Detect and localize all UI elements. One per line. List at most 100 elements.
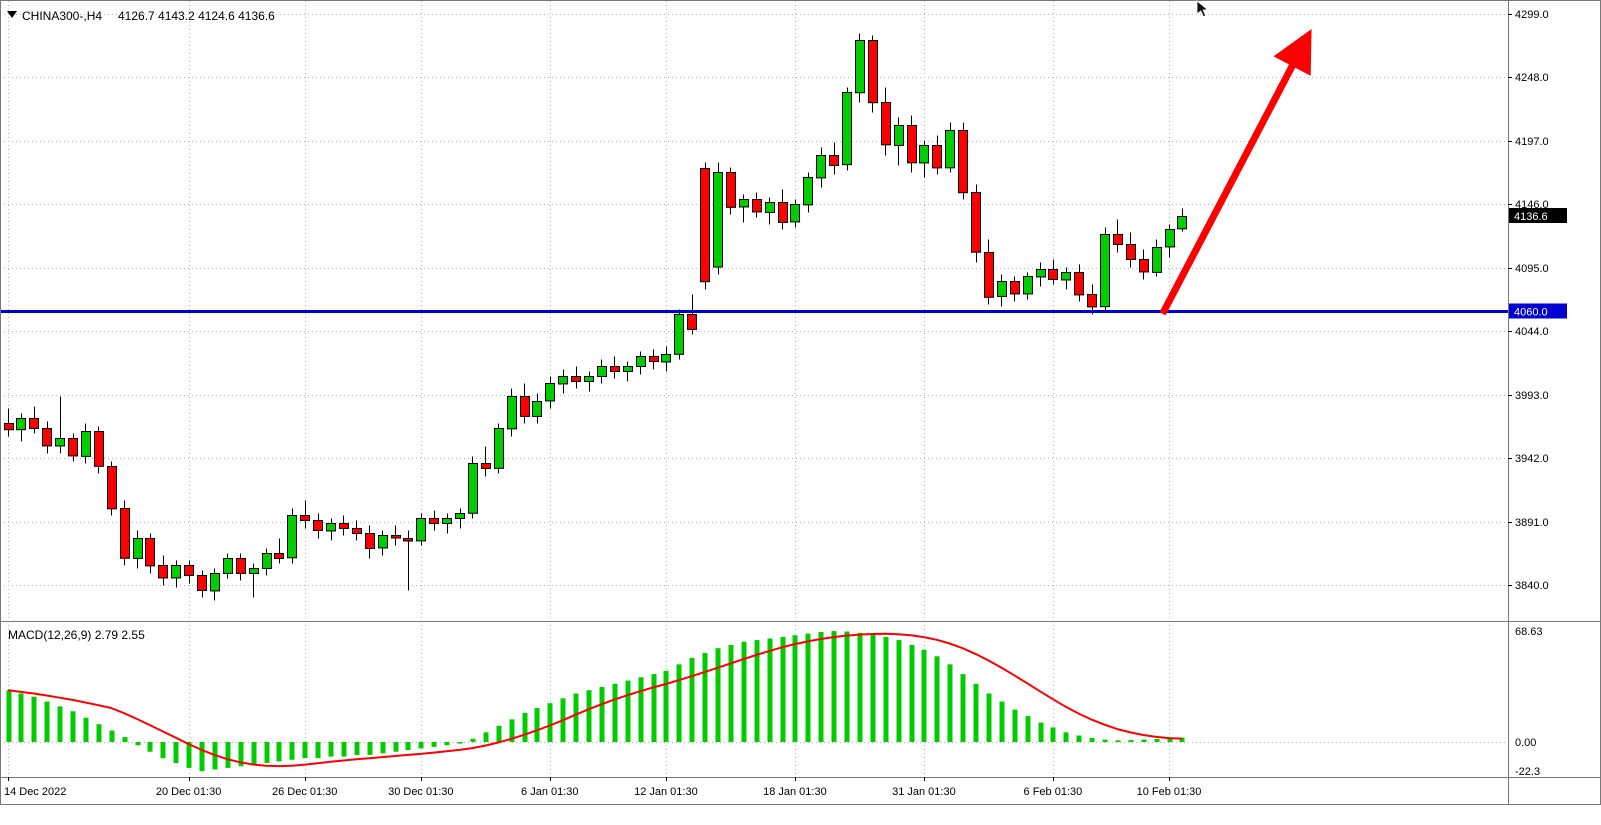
support-line-price-label: 4060.0 [1514, 307, 1548, 319]
candle-body [636, 356, 646, 367]
macd-histogram-bar [160, 742, 166, 759]
macd-histogram-bar [1012, 709, 1018, 742]
candle-body [919, 145, 929, 164]
candle-body [868, 40, 878, 104]
candle-body [520, 396, 530, 417]
candle-body [752, 199, 762, 213]
macd-histogram-bar [818, 632, 824, 742]
candle-body [765, 202, 775, 213]
price-tags: 4136.6 4060.0 [1509, 208, 1567, 319]
candle-body [700, 168, 710, 283]
macd-histogram-bar [573, 693, 579, 742]
candle-body [984, 252, 994, 298]
candle-body [120, 508, 130, 559]
candle-body [507, 396, 517, 430]
chart-drawings [0, 28, 1508, 316]
macd-histogram-bar [909, 644, 915, 742]
candle-body [42, 428, 52, 447]
candle-body [68, 438, 78, 457]
candle-body [442, 518, 452, 524]
candle-body [713, 172, 723, 268]
macd-histogram-bar [444, 742, 450, 746]
candle-body [894, 125, 904, 146]
candle-body [1152, 247, 1162, 273]
candle-body [584, 376, 594, 382]
macd-histogram-bar [83, 717, 89, 742]
outer-border [0, 0, 1601, 805]
macd-histogram-bar [780, 636, 786, 742]
candle-body [816, 155, 826, 179]
macd-histogram-bar [44, 701, 50, 742]
macd-histogram-bar [1089, 737, 1095, 742]
candle-body [842, 92, 852, 166]
mouse-cursor-icon [1196, 0, 1209, 18]
macd-histogram-bar [1128, 740, 1134, 742]
time-axis[interactable]: 14 Dec 2022 20 Dec 01:30 26 Dec 01:30 30 De… [4, 777, 1201, 798]
candle-body [468, 463, 478, 514]
candle-body [661, 354, 671, 363]
macd-histogram-bar [934, 656, 940, 742]
macd-histogram-bar [999, 701, 1005, 742]
candle-body [197, 575, 207, 591]
current-price-tag [1509, 208, 1567, 223]
candle-body [649, 356, 659, 362]
candle-body [94, 431, 104, 467]
macd-histogram-bar [522, 712, 528, 742]
macd-histogram-bar [470, 738, 476, 742]
macd-histogram-bar [483, 732, 489, 742]
macd-histogram-bar [186, 742, 192, 768]
candle-body [29, 418, 39, 429]
trend-arrow[interactable] [1159, 28, 1312, 316]
macd-histogram-bar [973, 683, 979, 742]
candle-body [365, 533, 375, 549]
candle-body [778, 202, 788, 223]
macd-histogram-bar [612, 683, 618, 742]
macd-histogram-bar [986, 693, 992, 742]
macd-histogram-bar [405, 742, 411, 751]
macd-histogram-bar [1102, 739, 1108, 742]
candle-body [1139, 259, 1149, 273]
gridlines [0, 1, 1508, 777]
candle-body [1061, 272, 1071, 281]
candle-body [1036, 269, 1046, 278]
candle-body [391, 535, 401, 539]
time-axis-label: 14 Dec 2022 [4, 786, 66, 798]
time-axis-label: 10 Feb 01:30 [1137, 786, 1202, 798]
price-axis-label: 3891.0 [1515, 517, 1549, 529]
candle-body [790, 204, 800, 223]
candle-body [416, 518, 426, 542]
macd-histogram-bar [225, 742, 231, 768]
candles [4, 33, 1187, 601]
price-axis-label: 3993.0 [1515, 390, 1549, 402]
price-axis[interactable]: 4299.04248.04197.04146.04095.04044.03993… [1508, 9, 1549, 778]
macd-histogram-bar [1167, 738, 1173, 742]
macd-histogram-bar [1025, 716, 1031, 742]
candle-body [158, 565, 168, 579]
macd-histogram-bar [431, 742, 437, 747]
candle-body [1165, 229, 1175, 248]
macd-axis-label: -22.3 [1515, 766, 1540, 778]
time-axis-label: 12 Jan 01:30 [634, 786, 698, 798]
time-axis-label: 6 Feb 01:30 [1024, 786, 1083, 798]
candle-body [455, 513, 465, 519]
macd-histogram-bar [135, 742, 141, 746]
candle-body [1010, 281, 1020, 295]
candle-body [378, 535, 388, 549]
macd-histogram-bar [31, 696, 37, 742]
candle-body [494, 428, 504, 469]
candle-body [171, 565, 181, 579]
candle-body [107, 466, 117, 510]
macd-histogram-bar [147, 742, 153, 752]
macd-histogram-bar [586, 690, 592, 742]
macd-histogram-bar [122, 737, 128, 742]
candle-body [558, 376, 568, 385]
symbol-dropdown-icon[interactable] [7, 11, 17, 18]
macd-histogram-bar [173, 742, 179, 764]
macd-histogram-bar [547, 703, 553, 742]
candle-body [133, 538, 143, 559]
macd-histogram-bar [599, 687, 605, 742]
macd-histogram-bar [715, 648, 721, 742]
candle-body [339, 523, 349, 529]
